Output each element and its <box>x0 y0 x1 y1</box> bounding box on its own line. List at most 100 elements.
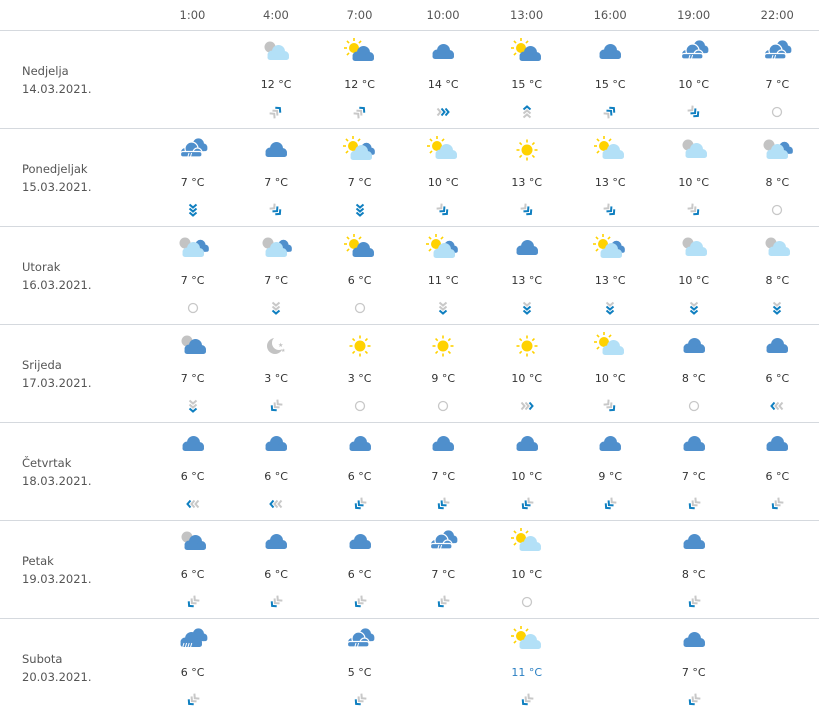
forecast-cell: 7 °C <box>234 129 318 226</box>
sun-light-cloud-icon <box>594 332 625 355</box>
wind-direction-icon <box>606 301 615 315</box>
day-name: Utorak <box>22 259 61 274</box>
temperature: 14 °C <box>427 78 459 91</box>
temperature: 13 °C <box>511 274 543 287</box>
forecast-cell: ★ ★ 3 °C <box>234 325 318 422</box>
wind-direction-icon <box>188 399 197 413</box>
temperature: 9 °C <box>598 470 623 483</box>
day-label: Subota 20.03.2021. <box>0 619 151 716</box>
cloud-icon <box>766 436 789 451</box>
temperature: 3 °C <box>264 372 288 385</box>
temperature: 10 °C <box>427 176 459 189</box>
day-row: Četvrtak 18.03.2021. 6 °C 6 °C 6 °C 7 °C 10 °C… <box>0 423 819 521</box>
temperature: 8 °C <box>681 372 706 385</box>
svg-text:★: ★ <box>278 342 283 349</box>
sun-cloud-icon <box>343 38 374 61</box>
cloud-icon <box>432 44 455 59</box>
day-name: Petak <box>22 553 54 568</box>
forecast-cell: 3 °C <box>318 325 402 422</box>
temperature: 15 °C <box>594 78 626 91</box>
temperature: 10 °C <box>511 470 543 483</box>
temperature: 7 °C <box>431 568 456 581</box>
cloud-icon <box>599 44 622 59</box>
day-date: 16.03.2021. <box>22 277 92 292</box>
rain-icon <box>179 138 207 159</box>
wind-calm-icon <box>521 596 532 608</box>
wind-direction-icon <box>355 203 364 217</box>
day-name: Ponedjeljak <box>22 161 88 176</box>
rain-icon <box>430 530 458 551</box>
day-row: Petak 19.03.2021. 6 °C 6 °C 6 °C 7 °C 10 °C 8 °… <box>0 521 819 619</box>
day-row: Utorak 16.03.2021. 7 °C 7 °C 6 °C 11 °C 13 °C 1… <box>0 227 819 325</box>
wind-direction-icon <box>603 203 616 216</box>
cloud-icon <box>265 436 288 451</box>
forecast-cell: 11 °C <box>401 227 485 324</box>
hours-header: 1:00 4:00 7:00 10:00 13:00 16:00 19:00 22:00 <box>0 0 819 31</box>
forecast-cell <box>568 521 652 618</box>
moon-light-cloud-icon <box>682 237 707 256</box>
temperature: 8 °C <box>765 274 790 287</box>
moon-icon: ★★ <box>267 336 287 354</box>
forecast-cell: 7 °C <box>234 227 318 324</box>
sun-light-cloud-cloud-icon <box>593 234 626 258</box>
temperature: 7 °C <box>431 470 456 483</box>
wind-direction-icon <box>354 693 367 706</box>
wind-calm-icon <box>187 302 198 314</box>
wind-direction-icon <box>436 107 450 117</box>
sun-light-cloud-icon <box>510 626 541 649</box>
forecast-cell: 10 °C <box>485 521 569 618</box>
cloud-icon <box>766 338 789 353</box>
wind-direction-icon <box>354 595 367 608</box>
temperature: 13 °C <box>594 176 626 189</box>
wind-direction-icon <box>603 106 616 119</box>
temperature: 6 °C <box>765 372 790 385</box>
day-date: 15.03.2021. <box>22 179 92 194</box>
temperature: 6 °C <box>180 666 205 679</box>
forecast-cell: 12 °C <box>234 31 318 128</box>
sun-light-cloud-icon <box>594 136 625 159</box>
hour-header: 4:00 <box>263 8 289 22</box>
sun-icon <box>432 335 454 357</box>
temperature: 6 °C <box>180 470 205 483</box>
forecast-cell: 7 °C <box>652 423 736 520</box>
wind-direction-icon <box>270 595 283 608</box>
forecast-cell: 6 °C <box>151 423 235 520</box>
forecast-cell: 10 °C <box>652 129 736 226</box>
temperature: 7 °C <box>765 78 790 91</box>
wind-calm-icon <box>772 106 783 118</box>
hour-header: 16:00 <box>593 8 627 22</box>
sun-icon <box>516 139 538 161</box>
temperature: 13 °C <box>511 176 543 189</box>
moon-light-cloud-cloud-icon <box>763 139 794 159</box>
sun-light-cloud-cloud-icon <box>342 136 375 160</box>
moon-cloud-icon <box>181 531 206 550</box>
forecast-cell: 9 °C <box>568 423 652 520</box>
forecast-cell: 8 °C <box>736 129 819 226</box>
cloud-icon <box>432 436 455 451</box>
temperature: 12 °C <box>260 78 292 91</box>
forecast-cell: 14 °C <box>401 31 485 128</box>
forecast-cell: 13 °C <box>568 129 652 226</box>
wind-direction-icon <box>439 301 448 315</box>
hour-header: 13:00 <box>510 8 544 22</box>
forecast-cell: 7 °C <box>151 227 235 324</box>
temperature: 6 °C <box>264 568 288 581</box>
day-name: Subota <box>22 651 63 666</box>
wind-direction-icon <box>269 106 282 119</box>
temperature: 7 °C <box>180 372 205 385</box>
temperature: 10 °C <box>511 568 543 581</box>
cloud-icon <box>683 534 705 549</box>
forecast-cell <box>736 521 819 618</box>
sun-icon <box>349 335 371 357</box>
temperature: 10 °C <box>678 274 710 287</box>
sun-cloud-icon <box>510 38 541 61</box>
temperature: 7 °C <box>180 274 205 287</box>
sun-light-cloud-icon <box>427 136 458 159</box>
forecast-cell: 13 °C <box>485 129 569 226</box>
temperature: 7 °C <box>681 666 706 679</box>
forecast-cell: 10 °C <box>401 129 485 226</box>
sun-cloud-icon <box>343 234 374 257</box>
wind-direction-icon <box>185 499 199 509</box>
forecast-cell: 8 °C <box>652 521 736 618</box>
moon-light-cloud-cloud-icon <box>262 237 292 257</box>
